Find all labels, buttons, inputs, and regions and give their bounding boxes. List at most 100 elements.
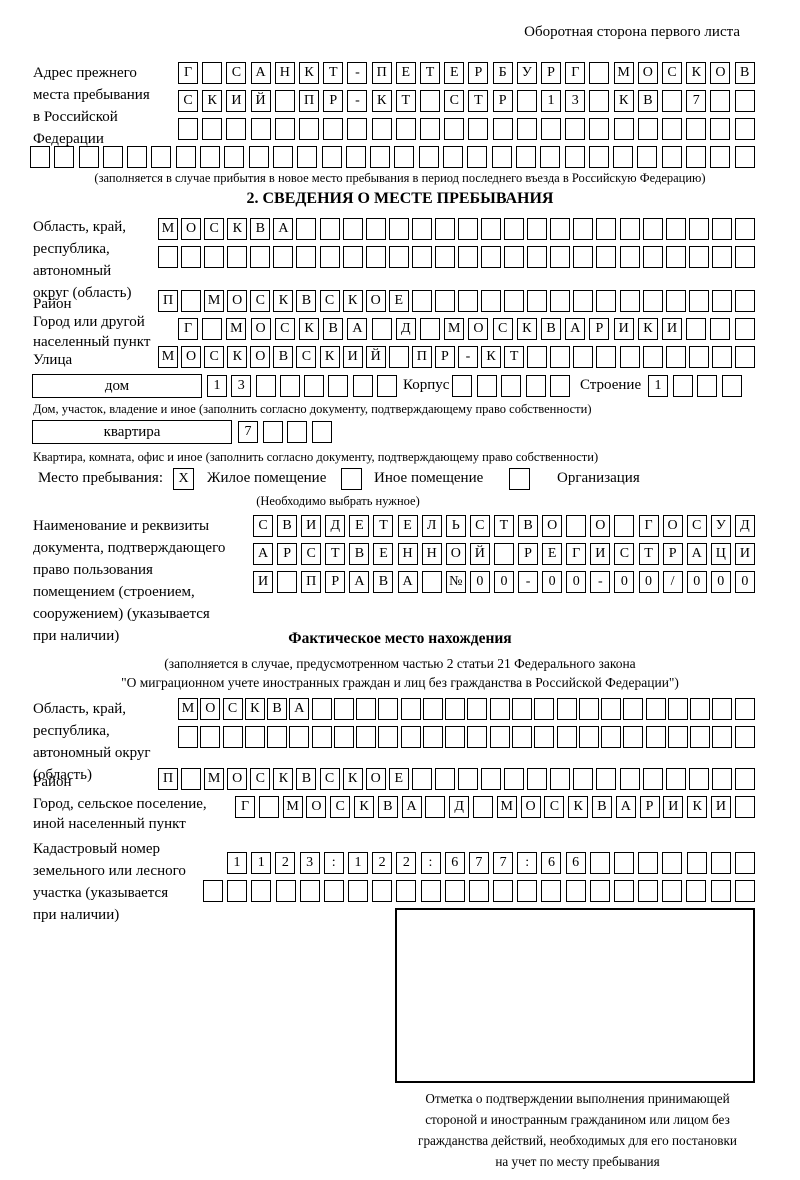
char-cell[interactable] <box>527 346 548 368</box>
char-cell[interactable] <box>515 146 536 168</box>
char-cell[interactable] <box>550 346 571 368</box>
char-cell[interactable]: Т <box>323 62 344 84</box>
char-cell[interactable]: А <box>289 698 310 720</box>
char-cell[interactable] <box>370 146 391 168</box>
char-cell[interactable] <box>267 726 288 748</box>
char-cell[interactable] <box>400 726 421 748</box>
char-cell[interactable] <box>395 118 416 140</box>
char-cell[interactable]: Е <box>388 768 409 790</box>
char-cell[interactable]: В <box>373 571 394 593</box>
char-cell[interactable] <box>686 318 707 340</box>
char-cell[interactable] <box>452 375 472 397</box>
char-cell[interactable]: М <box>204 290 225 312</box>
char-cell[interactable]: 0 <box>686 571 707 593</box>
char-cell[interactable] <box>550 218 571 240</box>
char-cell[interactable]: Р <box>639 796 660 818</box>
char-cell[interactable] <box>458 768 479 790</box>
char-cell[interactable] <box>411 246 432 268</box>
char-cell[interactable]: 0 <box>638 571 659 593</box>
char-cell[interactable] <box>642 346 663 368</box>
char-cell[interactable]: С <box>544 796 565 818</box>
char-cell[interactable]: С <box>204 346 225 368</box>
char-cell[interactable]: Д <box>449 796 470 818</box>
char-cell[interactable]: И <box>710 796 731 818</box>
char-cell[interactable]: Т <box>493 515 514 537</box>
char-cell[interactable] <box>287 421 308 443</box>
char-cell[interactable] <box>203 880 223 902</box>
char-cell[interactable]: Д <box>734 515 755 537</box>
char-cell[interactable]: А <box>347 318 368 340</box>
char-cell[interactable] <box>619 290 640 312</box>
char-cell[interactable] <box>365 218 386 240</box>
char-cell[interactable]: Р <box>518 543 539 565</box>
char-cell[interactable] <box>468 880 489 902</box>
char-cell[interactable]: 1 <box>251 852 272 874</box>
char-cell[interactable]: В <box>273 346 294 368</box>
char-cell[interactable] <box>248 146 269 168</box>
char-cell[interactable] <box>467 726 488 748</box>
char-cell[interactable]: 3 <box>231 375 252 397</box>
char-cell[interactable] <box>444 880 465 902</box>
char-cell[interactable] <box>202 62 223 84</box>
char-cell[interactable]: : <box>420 852 441 874</box>
checkbox-residential[interactable]: X <box>173 468 194 490</box>
char-cell[interactable] <box>734 146 755 168</box>
char-cell[interactable] <box>588 146 609 168</box>
char-cell[interactable]: О <box>590 515 611 537</box>
char-cell[interactable]: О <box>468 318 489 340</box>
char-cell[interactable]: Г <box>178 62 198 84</box>
char-cell[interactable] <box>244 726 265 748</box>
char-cell[interactable]: Г <box>566 543 587 565</box>
char-cell[interactable]: О <box>306 796 327 818</box>
char-cell[interactable] <box>573 246 594 268</box>
char-cell[interactable] <box>420 880 441 902</box>
char-cell[interactable]: Г <box>638 515 659 537</box>
char-cell[interactable]: М <box>226 318 247 340</box>
char-cell[interactable] <box>665 218 686 240</box>
char-cell[interactable] <box>365 246 386 268</box>
char-cell[interactable]: Г <box>235 796 255 818</box>
char-cell[interactable]: С <box>274 318 295 340</box>
char-cell[interactable]: Т <box>468 90 489 112</box>
char-cell[interactable] <box>492 118 513 140</box>
char-cell[interactable] <box>601 726 622 748</box>
char-cell[interactable] <box>425 796 446 818</box>
char-cell[interactable]: О <box>365 290 386 312</box>
char-cell[interactable]: О <box>250 318 271 340</box>
char-cell[interactable] <box>734 90 755 112</box>
char-cell[interactable] <box>445 698 466 720</box>
char-cell[interactable]: О <box>520 796 541 818</box>
char-cell[interactable]: М <box>282 796 303 818</box>
char-cell[interactable] <box>686 880 707 902</box>
char-cell[interactable]: 0 <box>710 571 731 593</box>
char-cell[interactable] <box>299 880 320 902</box>
char-cell[interactable] <box>688 246 709 268</box>
char-cell[interactable] <box>661 146 682 168</box>
house-box[interactable]: дом <box>32 374 202 398</box>
char-cell[interactable] <box>178 118 198 140</box>
char-cell[interactable] <box>665 768 686 790</box>
char-cell[interactable]: П <box>158 290 178 312</box>
char-cell[interactable] <box>690 726 711 748</box>
char-cell[interactable]: Т <box>373 515 394 537</box>
char-cell[interactable] <box>734 290 755 312</box>
char-cell[interactable] <box>596 768 617 790</box>
char-cell[interactable]: К <box>202 90 223 112</box>
char-cell[interactable] <box>710 90 731 112</box>
char-cell[interactable] <box>420 90 441 112</box>
char-cell[interactable] <box>378 726 399 748</box>
char-cell[interactable] <box>645 726 666 748</box>
char-cell[interactable]: П <box>299 90 320 112</box>
char-cell[interactable]: 0 <box>566 571 587 593</box>
char-cell[interactable] <box>613 118 634 140</box>
char-cell[interactable] <box>394 146 415 168</box>
char-cell[interactable]: В <box>734 62 755 84</box>
char-cell[interactable] <box>711 346 732 368</box>
char-cell[interactable] <box>388 218 409 240</box>
char-cell[interactable] <box>333 726 354 748</box>
char-cell[interactable]: Р <box>277 543 298 565</box>
char-cell[interactable]: О <box>200 698 221 720</box>
char-cell[interactable]: Е <box>397 515 418 537</box>
char-cell[interactable]: И <box>662 318 683 340</box>
char-cell[interactable] <box>690 698 711 720</box>
